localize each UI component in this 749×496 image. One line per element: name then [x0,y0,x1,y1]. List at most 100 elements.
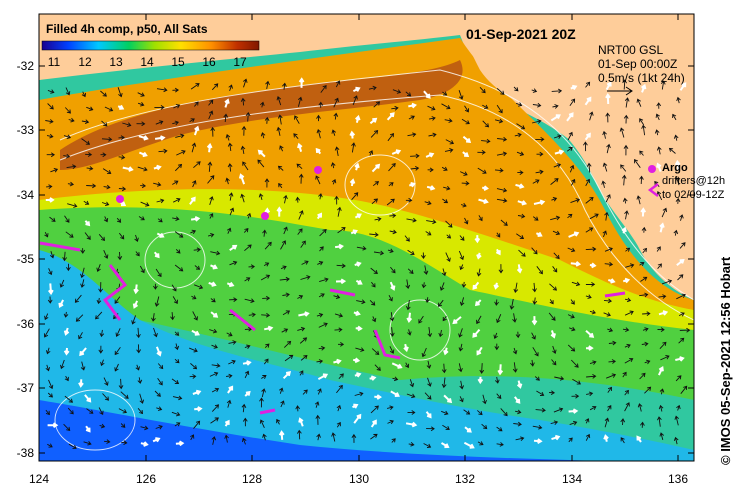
velocity-arrow [260,101,265,108]
velocity-arrow [623,114,629,124]
velocity-arrow [571,178,576,186]
velocity-arrow [258,193,264,201]
velocity-arrow [657,327,665,332]
drifters-legend-label: drifters@12h [662,175,726,187]
velocity-arrow [570,261,582,267]
model-name: NRT00 GSL [598,43,664,57]
velocity-arrow [625,247,631,252]
velocity-arrow [442,91,448,96]
velocity-arrow [493,282,499,290]
velocity-arrow [675,375,682,382]
velocity-arrow [493,332,498,339]
velocity-arrow [319,246,324,252]
velocity-arrow [103,184,111,190]
velocity-arrow [514,132,522,138]
velocity-arrow [553,134,562,139]
velocity-arrow [226,332,233,337]
velocity-arrow [404,235,410,242]
velocity-arrow [441,363,447,374]
velocity-arrow [337,342,345,347]
velocity-arrow [479,86,486,94]
velocity-arrow [678,337,685,344]
velocity-arrow [640,207,647,217]
velocity-arrow [284,354,294,362]
velocity-arrow [570,299,575,305]
velocity-arrow [191,142,197,153]
velocity-arrow [283,340,292,348]
velocity-arrow [387,132,395,142]
velocity-arrow [477,441,484,446]
velocity-arrow [64,215,70,223]
lon-tick-label: 130 [348,472,370,486]
velocity-arrow [495,248,501,256]
velocity-arrow [140,425,149,431]
velocity-arrow [238,173,246,185]
velocity-arrow [642,247,648,254]
velocity-arrow [248,264,255,270]
velocity-arrow [531,247,538,255]
velocity-arrow [464,426,472,433]
velocity-arrow [242,161,249,171]
velocity-arrow [674,159,681,171]
velocity-arrow [353,413,362,424]
velocity-arrow [154,390,161,397]
velocity-arrow [570,359,579,368]
velocity-arrow [639,372,646,380]
velocity-arrow [136,327,141,339]
velocity-arrow [63,153,71,159]
colorbar-tick: 15 [171,55,185,69]
velocity-arrow [459,264,464,271]
lat-tick-label: -33 [16,123,34,137]
velocity-arrow [49,251,55,259]
velocity-arrow [477,167,487,174]
velocity-arrow [318,293,325,298]
velocity-arrow [639,150,644,156]
velocity-arrow [567,344,576,352]
velocity-arrow [569,98,576,107]
velocity-arrow [512,313,517,323]
velocity-arrow [603,312,611,317]
velocity-arrow [496,232,501,238]
velocity-arrow [642,311,651,317]
velocity-arrow [472,328,481,338]
lat-tick-label: -35 [16,252,34,266]
velocity-arrow [276,418,281,425]
velocity-arrow [604,417,610,428]
velocity-arrow [209,213,214,219]
velocity-arrow [552,345,557,354]
velocity-arrow [425,297,430,304]
velocity-arrow [408,115,415,120]
velocity-arrow [47,443,53,448]
lat-tick-label: -32 [16,59,34,73]
velocity-arrow [658,404,664,412]
velocity-arrow [620,418,626,426]
velocity-arrow [242,360,252,366]
velocity-arrow [620,437,625,444]
velocity-arrow [552,104,559,109]
velocity-arrow [276,96,282,106]
velocity-arrow [47,296,53,304]
velocity-arrow [100,359,105,367]
velocity-arrow [84,220,91,227]
velocity-arrow [642,327,649,332]
velocity-arrow [498,264,504,274]
velocity-arrow [122,122,132,128]
velocity-arrow [276,206,283,217]
velocity-arrow [316,312,324,318]
velocity-arrow [353,310,361,317]
velocity-arrow [297,228,303,235]
velocity-arrow [566,112,574,122]
velocity-arrow [174,231,184,238]
velocity-arrow [392,376,399,382]
velocity-arrow [334,313,344,318]
velocity-arrow [567,247,576,253]
velocity-arrow [477,376,484,385]
velocity-arrow [209,328,218,334]
velocity-arrow [227,142,233,152]
drifter-track [229,308,256,332]
velocity-arrow [298,77,305,88]
velocity-arrow [500,408,508,417]
velocity-arrow [604,247,613,252]
velocity-arrow [586,391,594,397]
velocity-arrow [194,284,204,290]
